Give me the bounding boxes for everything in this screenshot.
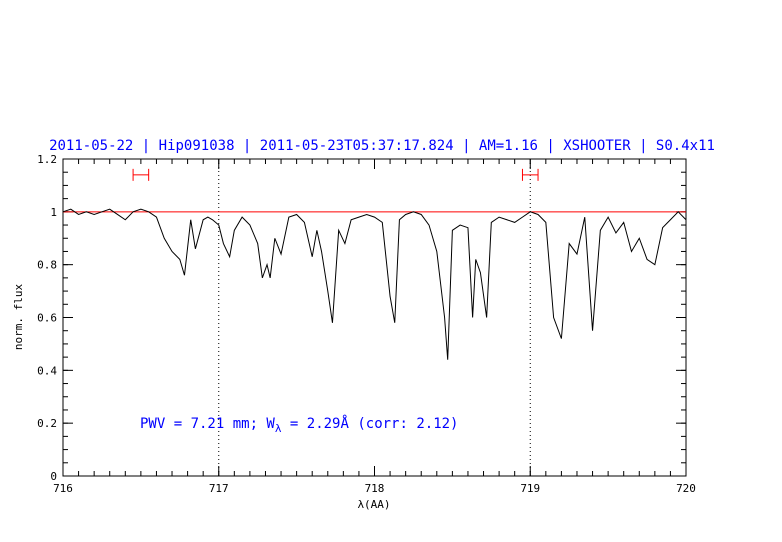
- y-tick-label: 1: [50, 206, 57, 219]
- y-tick-label: 0: [50, 470, 57, 483]
- axis-ticks: 716 717 718 719 720 0 0.2 0.4 0.6 0.8 1 1.2: [37, 153, 696, 495]
- x-tick-label: 720: [676, 482, 696, 495]
- x-axis-label: λ(AA): [357, 498, 390, 511]
- x-tick-label: 717: [209, 482, 229, 495]
- y-tick-label: 0.2: [37, 417, 57, 430]
- x-tick-label: 719: [520, 482, 540, 495]
- y-tick-label: 0.6: [37, 312, 57, 325]
- chart-title: 2011-05-22 | Hip091038 | 2011-05-23T05:3…: [49, 138, 715, 154]
- pwv-eq-text: = 2.29Å (corr: 2.12): [281, 415, 458, 432]
- y-tick-label: 0.8: [37, 259, 57, 272]
- y-axis-label: norm. flux: [12, 284, 25, 351]
- y-tick-label: 0.4: [37, 364, 57, 377]
- continuum-windows: [132, 168, 539, 181]
- spectrum-line: [62, 208, 687, 360]
- pwv-annotation: PWV = 7.21 mm; Wλ = 2.29Å (corr: 2.12): [140, 415, 459, 435]
- x-tick-label: 718: [365, 482, 385, 495]
- x-tick-label: 716: [53, 482, 73, 495]
- y-tick-label: 1.2: [37, 153, 57, 166]
- pwv-subscript: λ: [275, 422, 282, 435]
- pwv-text: PWV = 7.21 mm; W: [140, 416, 275, 432]
